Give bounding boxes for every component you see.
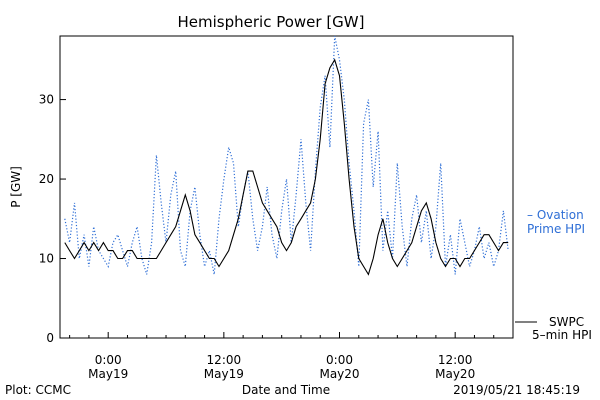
series-layer [64, 35, 509, 276]
legend-ovation: – Ovation Prime HPI [527, 208, 585, 236]
footer-timestamp: 2019/05/21 18:45:19 [453, 383, 580, 397]
x-tick-sublabel: May20 [435, 367, 475, 381]
legend-ovation-line2: Prime HPI [527, 222, 585, 236]
x-tick-label: 0:00 [326, 353, 353, 367]
series-line-ovation [64, 35, 509, 275]
x-tick-sublabel: May19 [204, 367, 244, 381]
x-tick-label: 12:00 [438, 353, 473, 367]
series-line-swpc [64, 58, 509, 276]
y-tick-label: 20 [39, 172, 54, 186]
legend-swpc-line1: SWPC [549, 315, 584, 329]
chart-title: Hemispheric Power [GW] [178, 13, 365, 31]
plot-frame [59, 35, 514, 339]
legend-swpc-line2: 5–min HPI [532, 328, 592, 342]
x-tick-sublabel: May19 [88, 367, 128, 381]
footer-plot-credit: Plot: CCMC [5, 383, 71, 397]
y-axis: 0 10 20 30 [39, 93, 66, 345]
y-tick-label: 0 [46, 331, 54, 345]
y-tick-label: 30 [39, 93, 54, 107]
y-axis-label: P [GW] [9, 166, 23, 208]
y-tick-label: 10 [39, 252, 54, 266]
x-tick-sublabel: May20 [319, 367, 359, 381]
x-axis-label: Date and Time [242, 383, 330, 397]
legend-ovation-line1: – Ovation [527, 208, 584, 222]
x-tick-label: 12:00 [207, 353, 242, 367]
legend-swpc: SWPC 5–min HPI [515, 315, 592, 342]
x-tick-label: 0:00 [95, 353, 122, 367]
